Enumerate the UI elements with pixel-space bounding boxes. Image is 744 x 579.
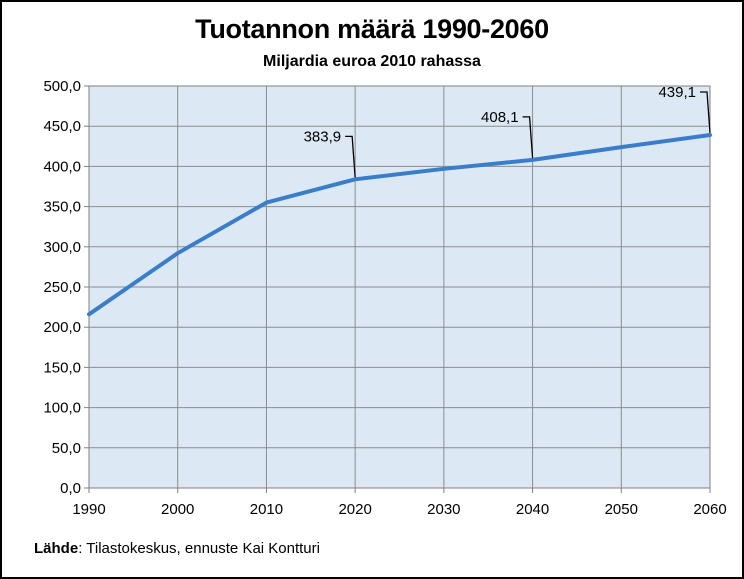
x-tick-label: 2060 <box>693 501 726 518</box>
y-tick-label: 100,0 <box>43 400 81 417</box>
x-axis-ticks: 1990 2000 2010 2020 2030 2040 2050 2060 <box>72 488 727 518</box>
x-tick-label: 1990 <box>72 501 105 518</box>
y-tick-label: 250,0 <box>43 279 81 296</box>
x-tick-label: 2020 <box>338 501 371 518</box>
x-tick-label: 2000 <box>161 501 194 518</box>
x-tick-label: 2010 <box>250 501 283 518</box>
y-tick-label: 200,0 <box>43 319 81 336</box>
y-tick-label: 50,0 <box>52 440 81 457</box>
series-line <box>87 133 712 317</box>
chart-subtitle: Miljardia euroa 2010 rahassa <box>263 53 481 70</box>
y-axis-ticks: 0,0 50,0 100,0 150,0 200,0 250,0 300,0 350,0 400… <box>43 78 89 497</box>
y-tick-label: 0,0 <box>60 480 81 497</box>
annotation-leader-line <box>700 91 711 134</box>
x-tick-label: 2040 <box>516 501 549 518</box>
source-label: Lähde <box>34 540 79 557</box>
annotations: 383,9 408,1 439,1 <box>304 84 711 178</box>
data-label: 408,1 <box>481 109 519 126</box>
series-group <box>87 133 712 317</box>
y-tick-label: 450,0 <box>43 118 81 135</box>
source-note: Lähde: Tilastokeskus, ennuste Kai Konttu… <box>34 540 320 557</box>
data-label: 383,9 <box>304 128 342 145</box>
y-tick-label: 300,0 <box>43 239 81 256</box>
y-tick-label: 150,0 <box>43 359 81 376</box>
y-tick-label: 400,0 <box>43 158 81 175</box>
x-tick-label: 2050 <box>605 501 638 518</box>
chart-title: Tuotannon määrä 1990-2060 <box>195 14 549 44</box>
annotation-leader-line <box>522 116 534 158</box>
y-tick-label: 350,0 <box>43 199 81 216</box>
y-tick-label: 500,0 <box>43 78 81 95</box>
data-label: 439,1 <box>658 84 696 101</box>
grid-lines <box>89 86 710 488</box>
x-tick-label: 2030 <box>427 501 460 518</box>
source-text: : Tilastokeskus, ennuste Kai Kontturi <box>78 540 320 557</box>
annotation-leader-line <box>345 135 356 178</box>
